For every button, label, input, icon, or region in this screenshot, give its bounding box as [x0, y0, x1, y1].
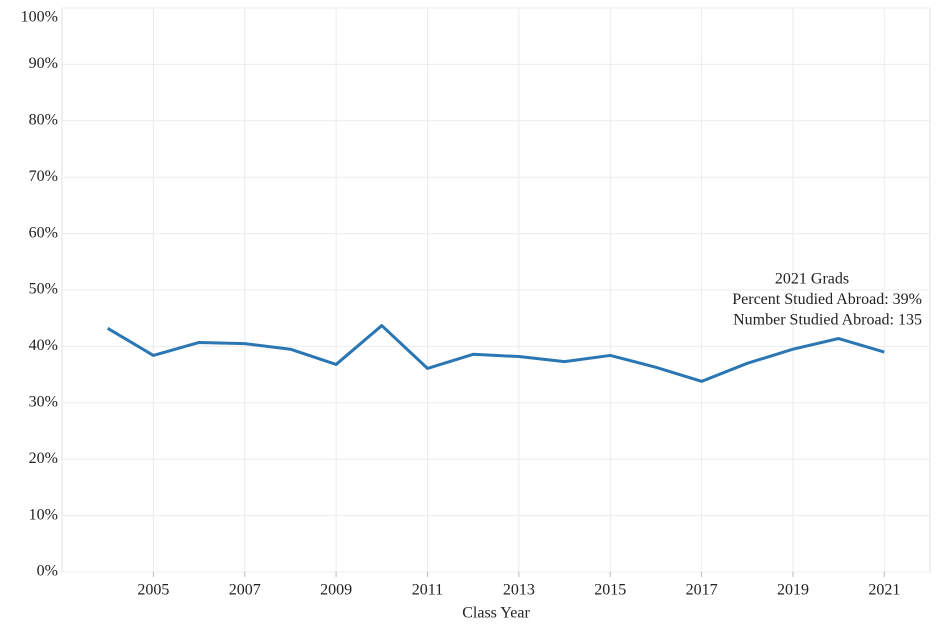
y-tick-label: 50% [29, 281, 58, 298]
y-tick-label: 70% [29, 168, 58, 185]
y-tick-label: 20% [29, 450, 58, 467]
x-tick-label: 2021 [868, 582, 900, 599]
y-tick-label: 80% [29, 111, 58, 128]
annotation: 2021 Grads [775, 271, 849, 288]
x-tick-label: 2011 [412, 582, 443, 599]
y-tick-label: 30% [29, 393, 58, 410]
y-tick-label: 0% [37, 563, 58, 580]
x-tick-label: 2015 [594, 582, 626, 599]
x-tick-label: 2019 [777, 582, 809, 599]
x-tick-label: 2005 [137, 582, 169, 599]
y-tick-label: 10% [29, 506, 58, 523]
annotation: Number Studied Abroad: 135 [733, 312, 922, 329]
x-tick-label: 2013 [503, 582, 535, 599]
y-tick-label: 40% [29, 337, 58, 354]
x-tick-label: 2017 [686, 582, 718, 599]
x-axis-title: Class Year [462, 605, 530, 622]
annotation: Percent Studied Abroad: 39% [732, 291, 922, 308]
x-tick-label: 2007 [229, 582, 261, 599]
y-tick-label: 100% [21, 9, 58, 26]
y-tick-label: 90% [29, 55, 58, 72]
line [106, 324, 885, 383]
x-tick-label: 2009 [320, 582, 352, 599]
y-tick-label: 60% [29, 224, 58, 241]
